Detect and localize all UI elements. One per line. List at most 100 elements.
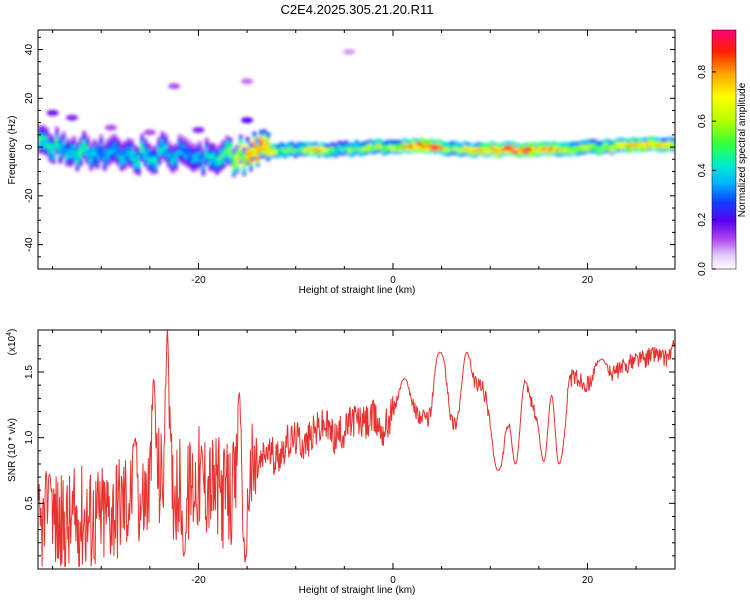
spectrogram-cell <box>664 145 669 150</box>
spectrogram-cell <box>44 137 49 142</box>
spectrogram-cell <box>283 144 288 149</box>
spectrogram-cell <box>170 154 175 159</box>
spectrogram-cell <box>51 152 56 157</box>
spectrogram-cell <box>65 153 70 158</box>
spectrogram-cell <box>514 148 519 153</box>
spectrogram-cell <box>538 142 543 147</box>
spectrogram-cell <box>204 154 209 159</box>
spectrogram-cell <box>126 138 131 143</box>
spectrogram-cell <box>78 157 83 162</box>
spectrogram-cell <box>473 153 478 158</box>
spectrogram-cell <box>599 150 604 155</box>
spectrogram-cell <box>218 148 223 153</box>
spectrogram-cell <box>68 150 73 155</box>
spectrogram-cell <box>272 151 277 156</box>
spectrogram-cell <box>266 152 271 156</box>
spectrogram-cell <box>620 140 625 145</box>
spectrogram-cell <box>259 142 264 147</box>
spectrogram-cell <box>242 152 247 157</box>
spectrogram-cell <box>238 157 243 161</box>
spectrogram-cell <box>211 143 216 148</box>
spectrogram-cell <box>375 144 379 148</box>
spectrogram-cell <box>48 155 53 160</box>
spectrogram-cell <box>153 150 158 155</box>
spectrogram-cell <box>531 149 536 154</box>
spectrogram-cell <box>235 157 240 161</box>
spectrogram-cell <box>255 162 260 167</box>
spectrogram-cell <box>272 146 277 151</box>
spectrogram-cell <box>170 150 175 154</box>
spectrogram-cell <box>129 156 134 161</box>
spectrogram-cell <box>140 155 145 160</box>
spectrogram-cell <box>609 150 614 155</box>
spectrogram-cell <box>157 144 162 149</box>
spectrogram-cell <box>41 132 46 137</box>
spectrogram-cell <box>58 160 63 164</box>
spectrogram-cell <box>575 144 580 149</box>
spectrogram-cell <box>249 142 253 147</box>
spectrogram-cell <box>242 154 247 159</box>
spectrogram-cell <box>89 152 94 157</box>
spectrogram-cell <box>204 147 209 152</box>
spectrogram-cell <box>106 158 111 163</box>
y-tick-label: -40 <box>24 237 35 252</box>
spectrogram-cell <box>41 140 46 145</box>
spectrogram-cell <box>215 151 219 156</box>
spectrogram-cell <box>562 147 567 151</box>
spectrogram-cell <box>358 142 362 147</box>
spectrogram-cell <box>109 135 114 140</box>
spectrogram-cell <box>517 148 522 153</box>
spectrogram-cell <box>245 144 250 149</box>
spectrogram-cell <box>160 133 165 138</box>
spectrogram-cell <box>133 167 138 171</box>
spectrogram-cell <box>637 147 642 152</box>
spectrogram-cell <box>490 146 495 151</box>
spectrogram-cell <box>313 144 318 149</box>
spectrogram-cell <box>133 164 138 169</box>
spectrogram-cell <box>211 160 216 165</box>
spectrogram-cell <box>48 145 53 150</box>
spectrogram-cell <box>497 146 502 151</box>
spectrogram-cell <box>337 143 342 148</box>
spectrogram-cell <box>191 153 196 158</box>
spectrogram-cell <box>555 145 560 150</box>
spectrogram-cell <box>392 147 396 152</box>
spectrogram-cell <box>82 150 87 155</box>
spectrogram-cell <box>232 165 236 170</box>
spectrogram-cell <box>449 146 454 150</box>
spectrogram-cell <box>446 142 451 147</box>
spectrogram-cell <box>72 150 76 155</box>
spectrogram-cell <box>409 142 413 147</box>
spectrogram-cell <box>184 140 189 145</box>
spectrogram-cell <box>456 142 461 147</box>
spectrogram-cell <box>228 157 233 162</box>
spectrogram-cell <box>140 152 145 157</box>
spectrogram-cell <box>524 145 529 149</box>
spectrogram-cell <box>58 147 63 152</box>
spectrogram-blob <box>66 114 78 121</box>
spectrogram-cell <box>44 139 49 144</box>
spectrogram-blob <box>46 109 59 116</box>
spectrogram-cell <box>262 141 267 146</box>
spectrogram-cell <box>160 155 165 160</box>
spectrogram-cell <box>123 143 128 148</box>
spectrogram-cell <box>541 149 546 153</box>
spectrogram-cell <box>167 155 172 160</box>
spectrogram-cell <box>123 160 128 165</box>
spectrogram-cell <box>388 144 393 149</box>
spectrogram-panel: -40 -20 0 20 40 -20 0 20 Frequency (Hz) Height… <box>7 29 676 296</box>
spectrogram-cell <box>215 170 219 175</box>
spectrogram-cell <box>640 147 645 152</box>
spectrogram-cell <box>306 151 311 156</box>
spectrogram-cell <box>143 146 148 150</box>
spectrogram-cell <box>191 151 196 156</box>
spectrogram-cell <box>191 146 196 151</box>
spectrogram-cell <box>293 153 298 158</box>
spectrogram-cell <box>61 143 66 148</box>
spectrogram-cell <box>204 159 209 164</box>
spectrogram-cell <box>157 136 162 141</box>
spectrogram-cell <box>252 131 257 136</box>
spectrogram-cell <box>126 162 131 167</box>
spectrogram-cell <box>221 144 226 149</box>
spectrogram-cell <box>225 150 230 155</box>
